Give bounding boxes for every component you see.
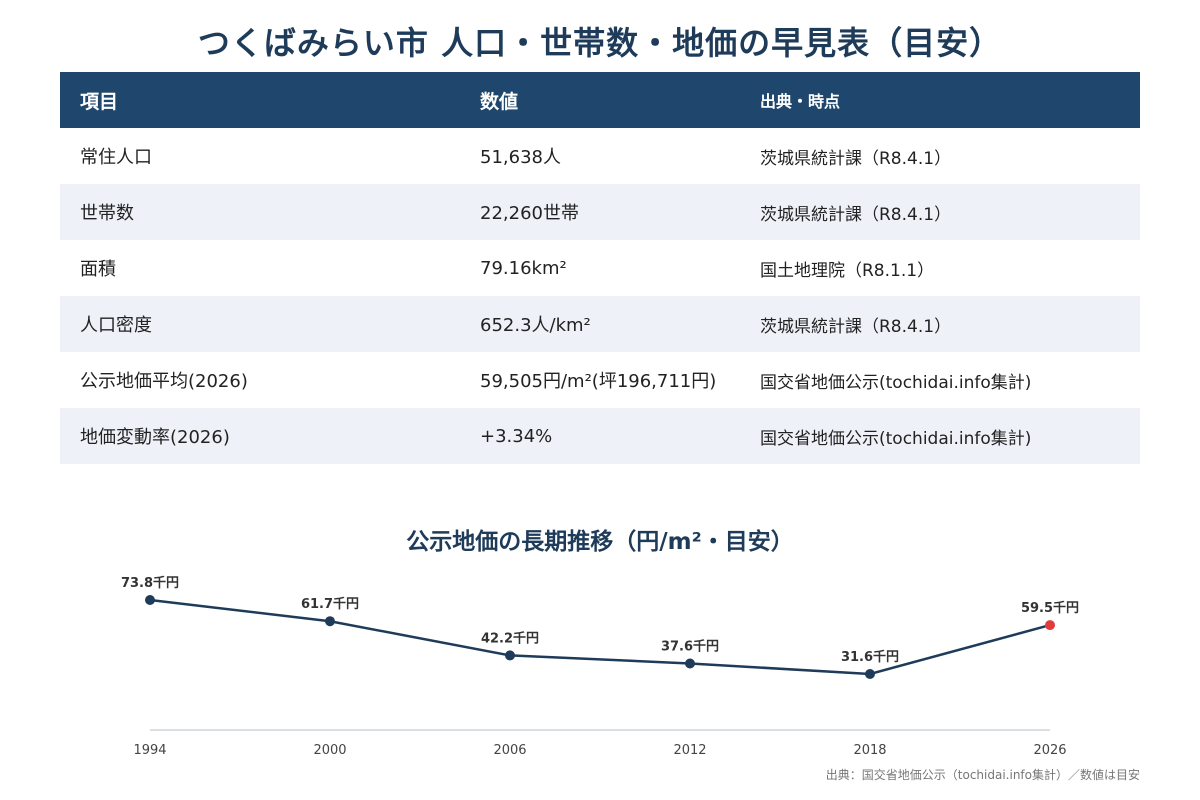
row-item: 公示地価平均(2026)	[80, 371, 248, 392]
row-source: 茨城県統計課（R8.4.1）	[740, 296, 1140, 352]
data-label: 73.8千円	[121, 575, 179, 591]
data-label: 61.7千円	[301, 596, 359, 612]
header-source: 出典・時点	[740, 72, 1140, 128]
row-value: +3.34%	[460, 408, 740, 464]
source-note: 出典：国交省地価公示（tochidai.info集計）／数値は目安	[825, 768, 1140, 782]
x-tick-label: 2018	[853, 743, 886, 758]
row-source: 茨城県統計課（R8.4.1）	[760, 148, 952, 169]
header-item: 項目	[60, 72, 460, 128]
row-value: 22,260世帯	[460, 184, 740, 240]
row-source: 国土地理院（R8.1.1）	[760, 260, 935, 281]
table-row: 世帯数 22,260世帯 茨城県統計課（R8.4.1）	[60, 184, 1140, 240]
data-point	[325, 616, 335, 627]
summary-table: 項目 数値 出典・時点 常住人口 51,638人 茨城県統計課（R8.4.1） …	[60, 72, 1140, 464]
table-row: 地価変動率(2026) +3.34% 国交省地価公示(tochidai.info…	[60, 408, 1140, 464]
data-point	[145, 595, 155, 605]
data-point	[1045, 620, 1055, 631]
data-point	[685, 658, 695, 669]
data-point	[865, 669, 875, 679]
data-label: 31.6千円	[841, 649, 899, 665]
row-value: 79.16km²	[480, 257, 567, 279]
data-label: 42.2千円	[481, 630, 539, 646]
data-label: 37.6千円	[661, 638, 719, 654]
row-source: 茨城県統計課（R8.4.1）	[740, 184, 1140, 240]
x-tick-label: 2006	[493, 743, 526, 758]
page-title: つくばみらい市 人口・世帯数・地価の早見表（目安）	[197, 24, 1003, 62]
data-label: 59.5千円	[1021, 600, 1079, 616]
header-value: 数値	[460, 72, 740, 128]
row-source: 国交省地価公示(tochidai.info集計)	[760, 372, 1032, 393]
table-row: 公示地価平均(2026) 59,505円/m²(坪196,711円) 国交省地価…	[60, 352, 1140, 408]
table-row: 面積 79.16km² 国土地理院（R8.1.1）	[60, 240, 1140, 296]
row-item: 常住人口	[80, 147, 152, 168]
row-source: 国交省地価公示(tochidai.info集計)	[740, 408, 1140, 464]
row-value: 51,638人	[480, 147, 561, 168]
x-tick-label: 1994	[133, 743, 166, 758]
x-tick-label: 2012	[673, 743, 706, 758]
table-row: 常住人口 51,638人 茨城県統計課（R8.4.1）	[60, 128, 1140, 184]
x-tick-label: 2000	[313, 743, 346, 758]
row-value: 652.3人/km²	[460, 296, 740, 352]
line-chart: 73.8千円 1994 61.7千円 2000 42.2千円 2006 37.6千円 2012…	[121, 575, 1079, 758]
row-item: 世帯数	[60, 184, 460, 240]
row-item: 地価変動率(2026)	[60, 408, 460, 464]
x-tick-label: 2026	[1033, 743, 1066, 758]
table-header-row: 項目 数値 出典・時点	[60, 72, 1140, 128]
row-item: 面積	[80, 259, 116, 280]
row-item: 人口密度	[60, 296, 460, 352]
row-value: 59,505円/m²(坪196,711円)	[480, 371, 717, 392]
table-row: 人口密度 652.3人/km² 茨城県統計課（R8.4.1）	[60, 296, 1140, 352]
series-line	[149, 598, 1051, 676]
chart-title: 公示地価の長期推移（円/m²・目安）	[406, 529, 794, 555]
data-point	[505, 650, 515, 661]
